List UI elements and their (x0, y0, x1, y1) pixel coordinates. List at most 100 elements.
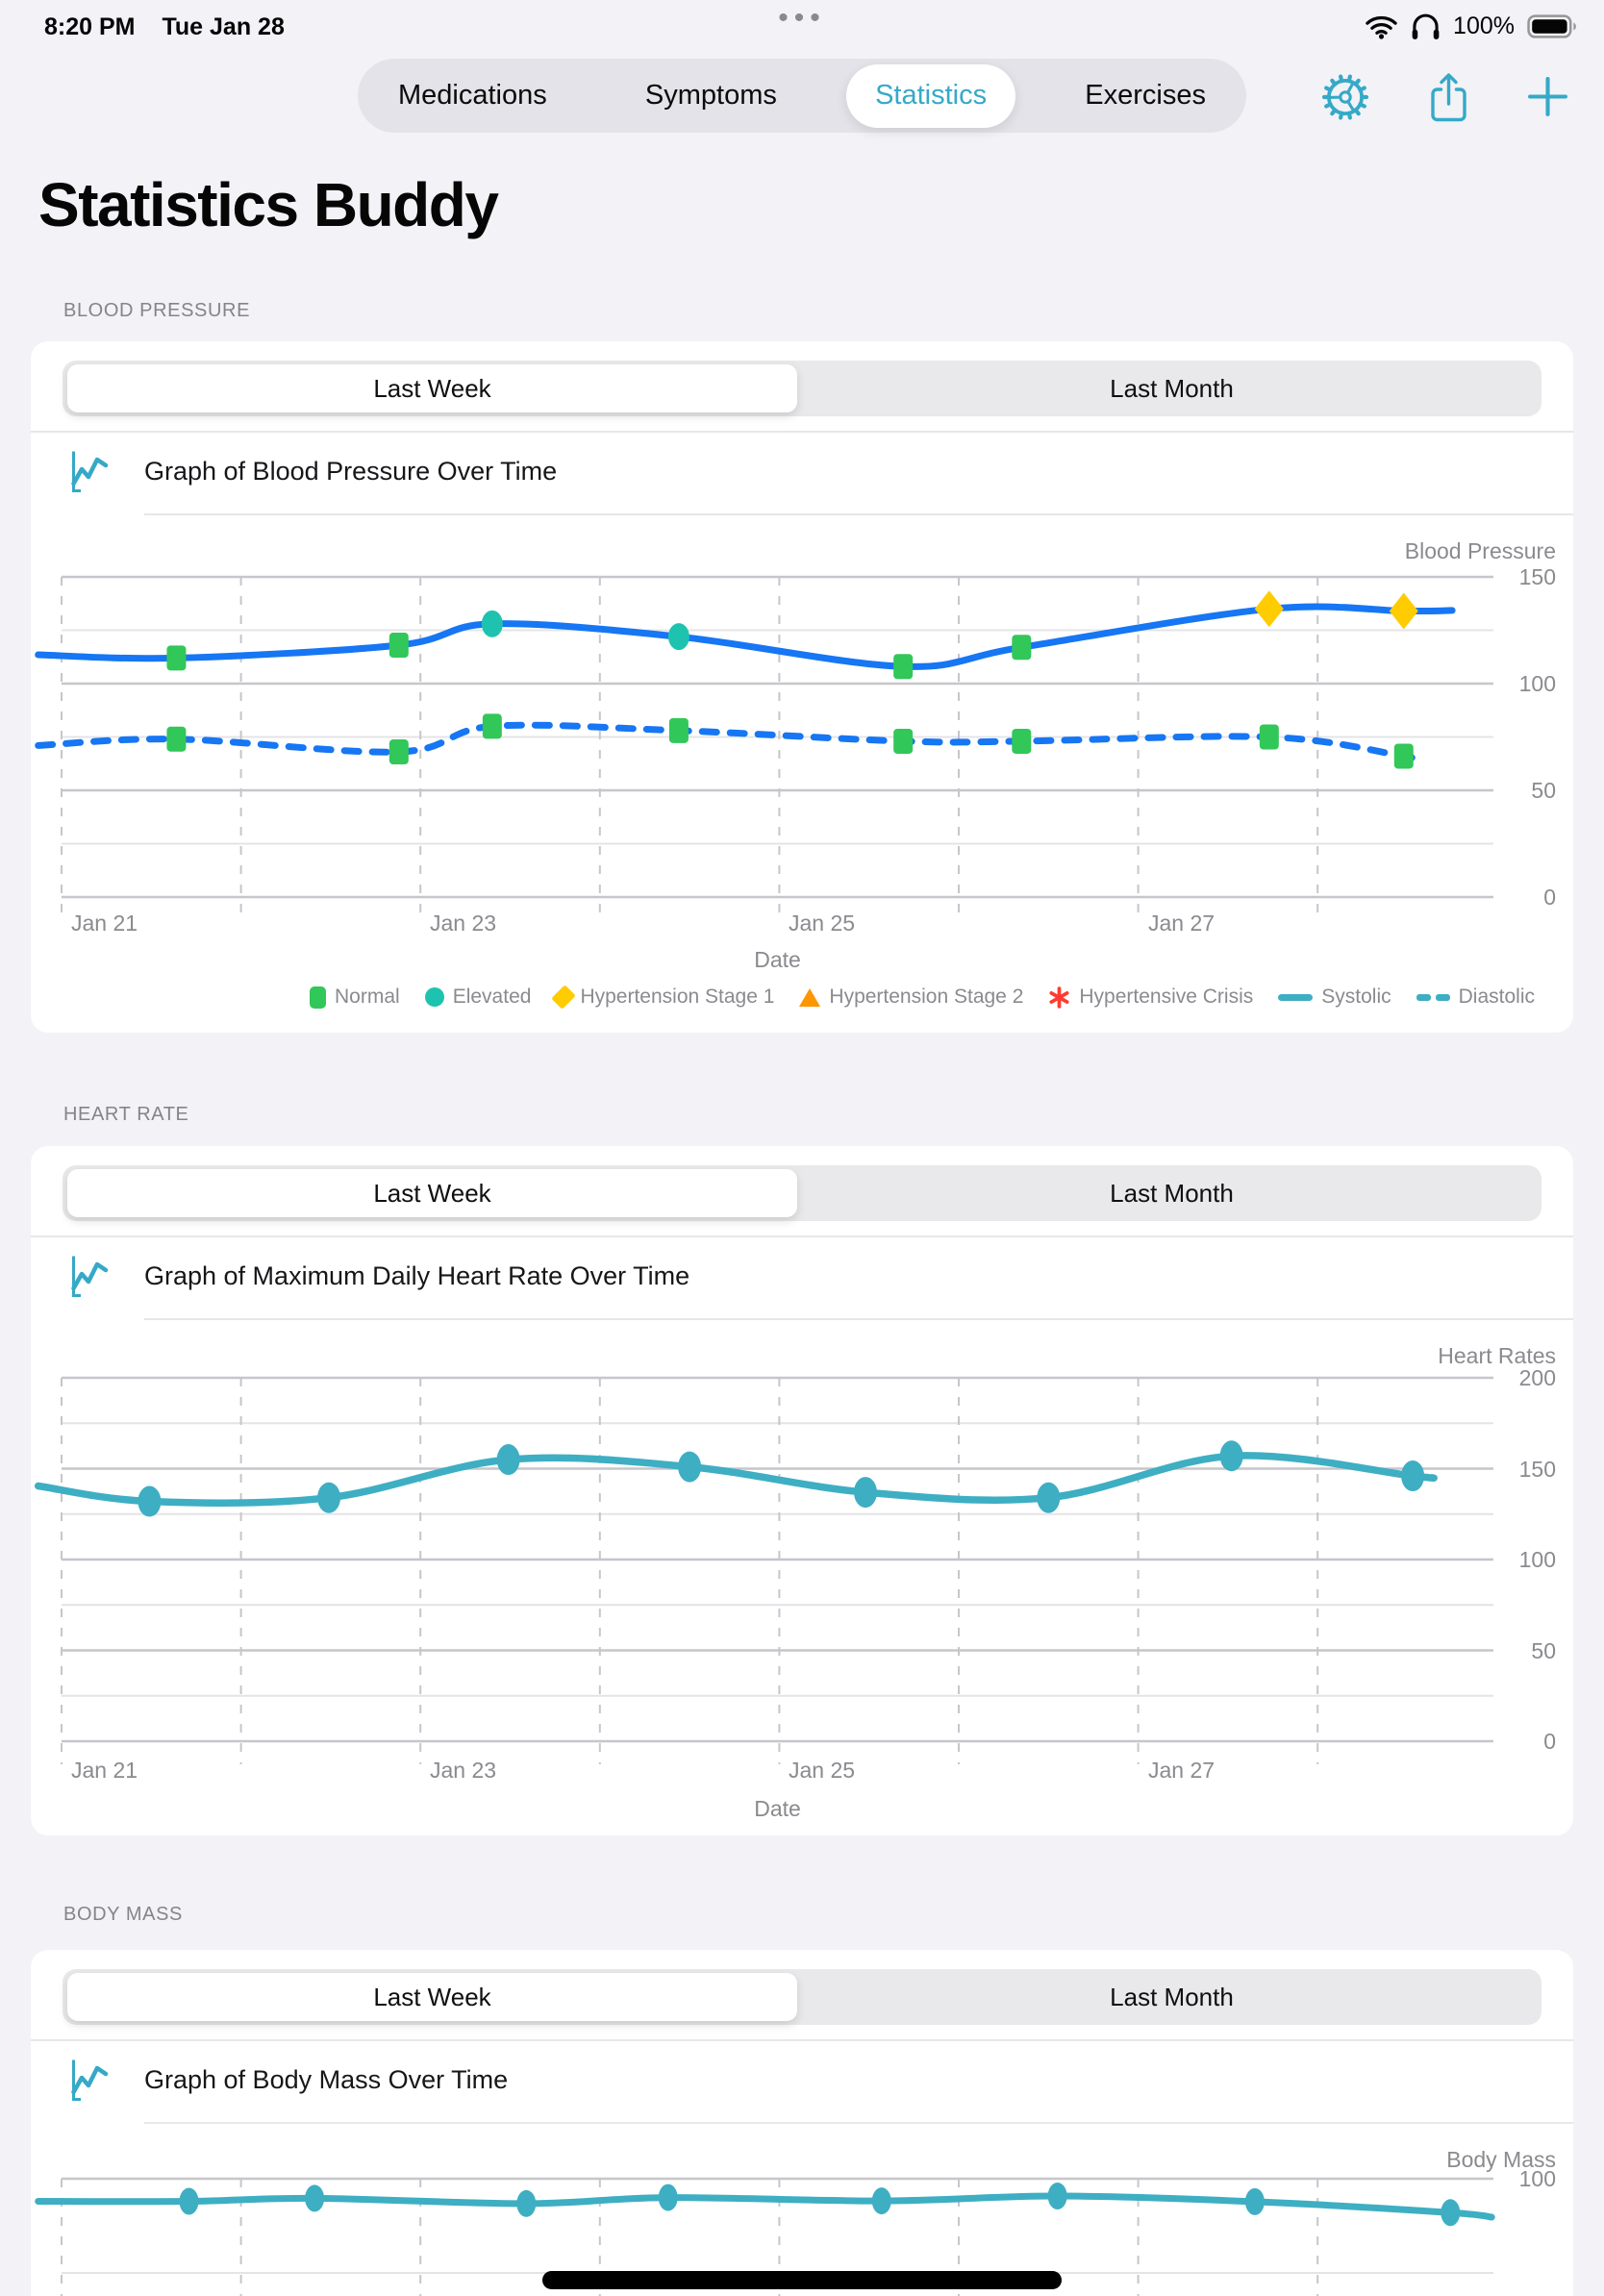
bm-y-axis-title: Body Mass (1446, 2147, 1556, 2172)
divider (144, 1318, 1573, 1320)
bm-last-week-tab[interactable]: Last Week (373, 1982, 491, 2011)
hr-x-tick: Jan 21 (71, 1758, 138, 1783)
battery-percent: 100% (1453, 12, 1515, 39)
legend-item: Hypertension Stage 1 (551, 985, 775, 1010)
tab-statistics[interactable]: Statistics (846, 63, 1016, 128)
legend-label: Hypertension Stage 2 (829, 986, 1024, 1008)
bp-y-axis-label: 0 (1543, 885, 1556, 910)
hr-y-axis-label: 50 (1531, 1638, 1556, 1663)
tab-symptoms[interactable]: Symptoms (644, 80, 777, 111)
divider (31, 431, 1573, 433)
legend-label: Hypertensive Crisis (1079, 986, 1254, 1008)
legend-swatch-asterisk (1048, 986, 1070, 1009)
legend-swatch-triangle (799, 987, 821, 1007)
bp-chart: Blood Pressure 150 100 50 0 Jan 21 Jan 23 Jan 2… (31, 524, 1573, 1033)
bp-y-axis-label: 150 (1518, 564, 1556, 589)
headphones-icon (1411, 13, 1441, 40)
hr-chart-title: Graph of Maximum Daily Heart Rate Over T… (144, 1260, 690, 1290)
hr-chart: Heart Rates 200 150 100 50 0 Jan 21 Jan 23 Jan 2… (31, 1329, 1573, 1835)
hr-range-picker: Last Week Last Month (63, 1165, 1541, 1221)
bp-x-tick: Jan 25 (789, 911, 856, 936)
tab-medications[interactable]: Medications (398, 80, 547, 111)
bm-last-month-tab[interactable]: Last Month (1110, 1982, 1234, 2011)
bp-y-axis-label: 50 (1531, 778, 1556, 803)
view-switcher: Medications Symptoms Statistics Exercise… (358, 59, 1246, 133)
line-chart-icon (67, 2058, 112, 2102)
wifi-icon (1365, 13, 1398, 39)
hr-last-month-tab[interactable]: Last Month (1110, 1178, 1234, 1208)
toolbar-icons (1319, 60, 1569, 134)
section-header-heart-rate: HEART RATE (63, 1104, 189, 1125)
legend-label: Diastolic (1458, 986, 1535, 1008)
hr-y-axis-label: 0 (1543, 1729, 1556, 1754)
bp-x-tick: Jan 27 (1148, 911, 1216, 936)
bp-x-tick: Jan 21 (71, 911, 138, 936)
legend-swatch-circle (424, 987, 444, 1007)
legend-item: Normal (310, 986, 400, 1009)
section-header-blood-pressure: BLOOD PRESSURE (63, 300, 251, 321)
bp-chart-title: Graph of Blood Pressure Over Time (144, 456, 558, 486)
settings-gear-icon[interactable] (1319, 71, 1371, 123)
bp-y-axis-title: Blood Pressure (1404, 538, 1556, 563)
bp-plot-svg (35, 575, 1493, 920)
hr-last-week-tab[interactable]: Last Week (373, 1178, 491, 1208)
status-right: 100% (1365, 12, 1577, 40)
status-date: Tue Jan 28 (162, 13, 285, 40)
legend-swatch-square (310, 986, 327, 1009)
legend-label: Normal (335, 986, 400, 1008)
tab-exercises[interactable]: Exercises (1085, 80, 1206, 111)
home-indicator[interactable] (542, 2271, 1062, 2289)
add-icon[interactable] (1526, 75, 1569, 118)
bp-y-axis-label: 100 (1518, 671, 1556, 696)
status-time: 8:20 PM (44, 13, 136, 40)
body-mass-card: Last Week Last Month Graph of Body Mass … (31, 1950, 1573, 2296)
legend-swatch-line (1278, 993, 1314, 1001)
line-chart-icon (67, 449, 112, 493)
battery-icon (1527, 14, 1577, 38)
bp-legend: Normal Elevated Hypertension Stage 1 Hypert… (31, 985, 1573, 1010)
divider (31, 2039, 1573, 2041)
divider (144, 513, 1573, 515)
divider (144, 2122, 1573, 2124)
share-icon[interactable] (1427, 70, 1470, 124)
bm-range-selected-pill (67, 1973, 797, 2021)
legend-swatch-dashed-line (1416, 993, 1450, 1001)
legend-item: Elevated (424, 986, 532, 1009)
legend-item: Hypertension Stage 2 (799, 986, 1023, 1009)
line-chart-icon (67, 1254, 112, 1298)
hr-x-tick: Jan 27 (1148, 1758, 1216, 1783)
bp-last-month-tab[interactable]: Last Month (1110, 373, 1234, 403)
legend-label: Systolic (1321, 986, 1391, 1008)
divider (31, 1235, 1573, 1237)
hr-x-axis-title: Date (754, 1796, 801, 1821)
bm-y-axis-label: 100 (1518, 2166, 1556, 2191)
heart-rate-card: Last Week Last Month Graph of Maximum Da… (31, 1146, 1573, 1835)
bm-chart-title: Graph of Body Mass Over Time (144, 2064, 509, 2094)
multitask-dots-indicator[interactable]: ••• (778, 2, 826, 34)
hr-x-tick: Jan 25 (789, 1758, 856, 1783)
legend-item: Diastolic (1416, 986, 1535, 1009)
legend-label: Elevated (452, 986, 532, 1008)
hr-y-axis-title: Heart Rates (1438, 1343, 1556, 1368)
legend-item: Hypertensive Crisis (1048, 986, 1253, 1009)
bp-range-selected-pill (67, 364, 797, 412)
legend-swatch-diamond (551, 985, 577, 1010)
hr-y-axis-label: 150 (1518, 1457, 1556, 1482)
section-header-body-mass: BODY MASS (63, 1904, 183, 1925)
hr-y-axis-label: 200 (1518, 1365, 1556, 1390)
hr-plot-svg (34, 1376, 1493, 1764)
blood-pressure-card: Last Week Last Month Graph of Blood Pres… (31, 341, 1573, 1033)
status-left: 8:20 PM Tue Jan 28 (44, 13, 285, 41)
hr-x-tick: Jan 23 (430, 1758, 497, 1783)
bp-range-picker: Last Week Last Month (63, 361, 1541, 416)
page-title: Statistics Buddy (38, 170, 499, 239)
bm-range-picker: Last Week Last Month (63, 1969, 1541, 2025)
bp-last-week-tab[interactable]: Last Week (373, 373, 491, 403)
hr-range-selected-pill (67, 1169, 797, 1217)
bp-x-axis-title: Date (754, 947, 801, 972)
legend-label: Hypertension Stage 1 (580, 986, 775, 1008)
bp-x-tick: Jan 23 (430, 911, 497, 936)
legend-item: Systolic (1278, 986, 1391, 1009)
hr-y-axis-label: 100 (1518, 1547, 1556, 1572)
